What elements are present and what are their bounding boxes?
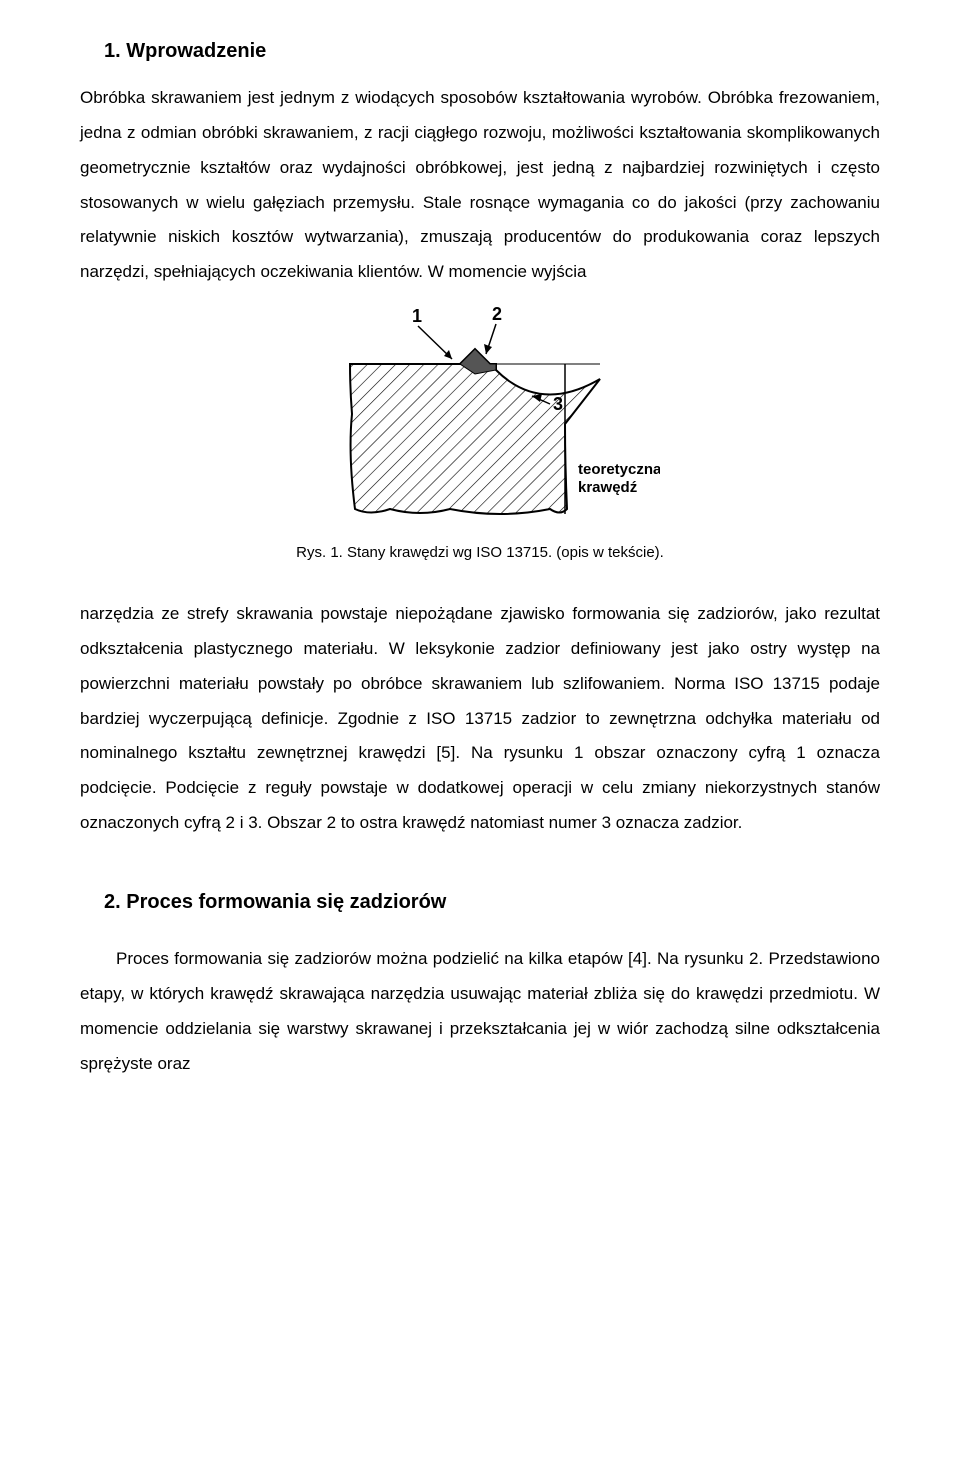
figure-side-label-2: krawędź	[578, 479, 637, 496]
section-2-title: Proces formowania się zadziorów	[126, 891, 446, 913]
figure-side-label-1: teoretyczna	[578, 461, 660, 478]
leader-2-arrow	[484, 344, 492, 354]
section-2-paragraph-1: Proces formowania się zadziorów można po…	[80, 942, 880, 1081]
figure-label-1: 1	[412, 306, 422, 326]
figure-1-caption: Rys. 1. Stany krawędzi wg ISO 13715. (op…	[80, 544, 880, 561]
figure-1: 1 2 3 teoretyczna krawędź	[80, 304, 880, 534]
section-1-paragraph-1: Obróbka skrawaniem jest jednym z wiodący…	[80, 81, 880, 290]
section-2-heading: 2. Proces formowania się zadziorów	[104, 891, 880, 914]
figure-label-3: 3	[553, 394, 563, 414]
section-2-number: 2.	[104, 891, 121, 913]
figure-1-svg: 1 2 3 teoretyczna krawędź	[300, 304, 660, 534]
section-1-number: 1.	[104, 40, 121, 62]
leader-1-arrow	[444, 350, 452, 359]
figure-label-2: 2	[492, 304, 502, 324]
document-page: 1. Wprowadzenie Obróbka skrawaniem jest …	[0, 0, 960, 1149]
section-1-paragraph-2: narzędzia ze strefy skrawania powstaje n…	[80, 597, 880, 841]
section-1-title: Wprowadzenie	[126, 40, 266, 62]
section-1-heading: 1. Wprowadzenie	[104, 40, 880, 63]
